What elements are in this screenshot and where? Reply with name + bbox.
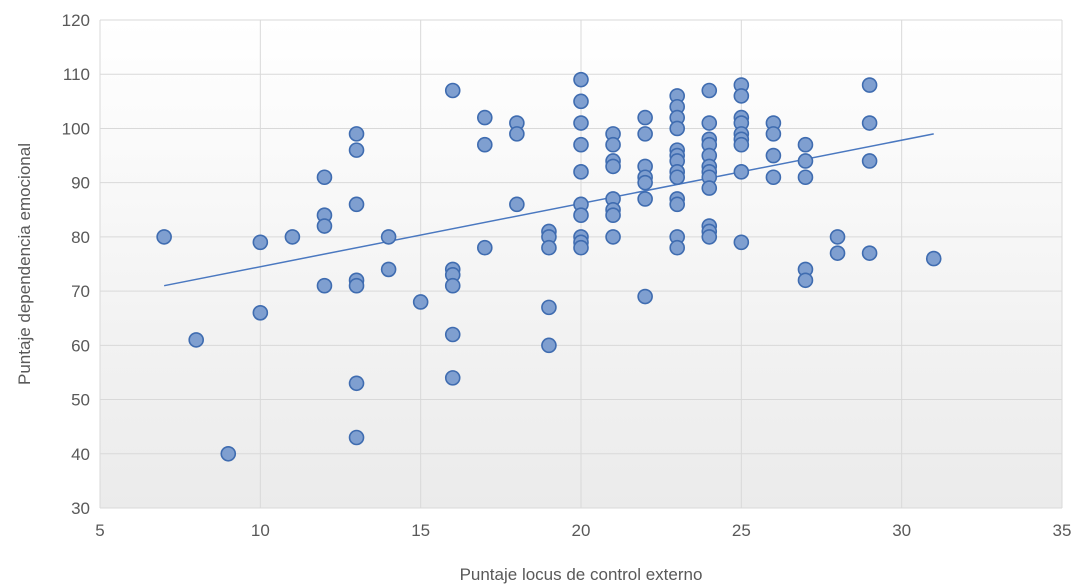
data-point [476,136,493,153]
grid-lines [99,19,1063,509]
y-axis-title: Puntaje dependencia emocional [15,143,34,385]
data-point [316,277,333,294]
data-point [637,174,653,191]
data-point [637,109,653,126]
x-tick-label: 35 [1053,521,1072,540]
data-point [380,261,397,278]
data-point [444,82,461,99]
y-tick-label: 70 [71,282,90,301]
y-tick-label: 60 [71,336,90,355]
data-point [573,164,589,180]
y-tick-label: 80 [71,228,90,247]
data-point [348,142,365,158]
data-point [444,326,461,343]
data-point [220,445,237,462]
data-point [829,229,846,245]
y-tick-label: 50 [71,391,90,410]
data-point [412,294,429,310]
data-point [925,250,942,267]
data-point [476,109,493,126]
data-point [573,136,589,153]
data-point [797,272,814,289]
x-tick-label: 5 [95,521,104,540]
data-point [669,120,686,137]
x-axis-title: Puntaje locus de control externo [460,565,703,584]
data-point [765,126,782,142]
data-point [733,136,750,153]
data-point [861,77,878,93]
y-tick-label: 40 [71,445,90,464]
data-point [476,239,493,256]
data-point [284,229,301,245]
data-point [348,375,365,392]
data-point [637,126,653,142]
data-point [669,196,686,213]
data-point [573,239,589,256]
data-point [861,115,878,131]
data-point [252,234,269,251]
y-tick-label: 110 [63,65,90,84]
data-point [669,239,686,256]
data-point [188,332,204,348]
y-tick-label: 120 [62,11,90,30]
data-point [348,126,365,142]
x-tick-label: 25 [732,521,751,540]
data-point [444,277,461,294]
data-point [861,153,878,169]
data-point [573,93,589,110]
data-point [348,196,365,213]
data-point [444,370,461,386]
data-point [733,164,750,180]
data-point [861,245,878,261]
data-point [541,239,557,256]
y-tick-label: 100 [62,119,90,138]
data-point [701,82,718,99]
data-point [316,169,333,186]
data-point [637,191,653,207]
data-point [605,207,621,223]
data-point [509,126,525,142]
data-points [156,71,942,462]
x-tick-label: 10 [251,521,270,540]
data-point [605,136,621,153]
data-point [348,429,365,446]
data-point [316,218,333,234]
data-point [573,207,589,223]
data-point [669,169,686,186]
y-tick-label: 30 [71,499,90,518]
data-point [509,196,525,213]
data-point [765,147,782,164]
data-point [733,88,750,104]
x-tick-label: 15 [411,521,430,540]
data-point [797,136,814,153]
data-point [252,304,269,321]
data-point [541,299,557,316]
data-point [348,277,365,294]
data-point [797,153,814,169]
data-point [573,71,589,88]
data-point [829,245,846,261]
x-tick-label: 20 [572,521,591,540]
data-point [380,229,397,245]
y-axis-ticks: 30 40 50 60 70 80 90 100 110 120 [62,11,90,518]
data-point [701,180,718,196]
data-point [541,337,557,354]
data-point [573,115,589,131]
data-point [733,234,750,251]
y-tick-label: 90 [71,174,90,193]
data-point [701,115,718,131]
data-point [605,158,621,175]
data-point [156,229,172,245]
data-point [637,288,653,305]
data-point [765,169,782,186]
data-point [701,229,718,245]
data-point [797,169,814,186]
x-axis-ticks: 5 10 15 20 25 30 35 [95,521,1071,540]
x-tick-label: 30 [892,521,911,540]
data-point [605,229,621,245]
